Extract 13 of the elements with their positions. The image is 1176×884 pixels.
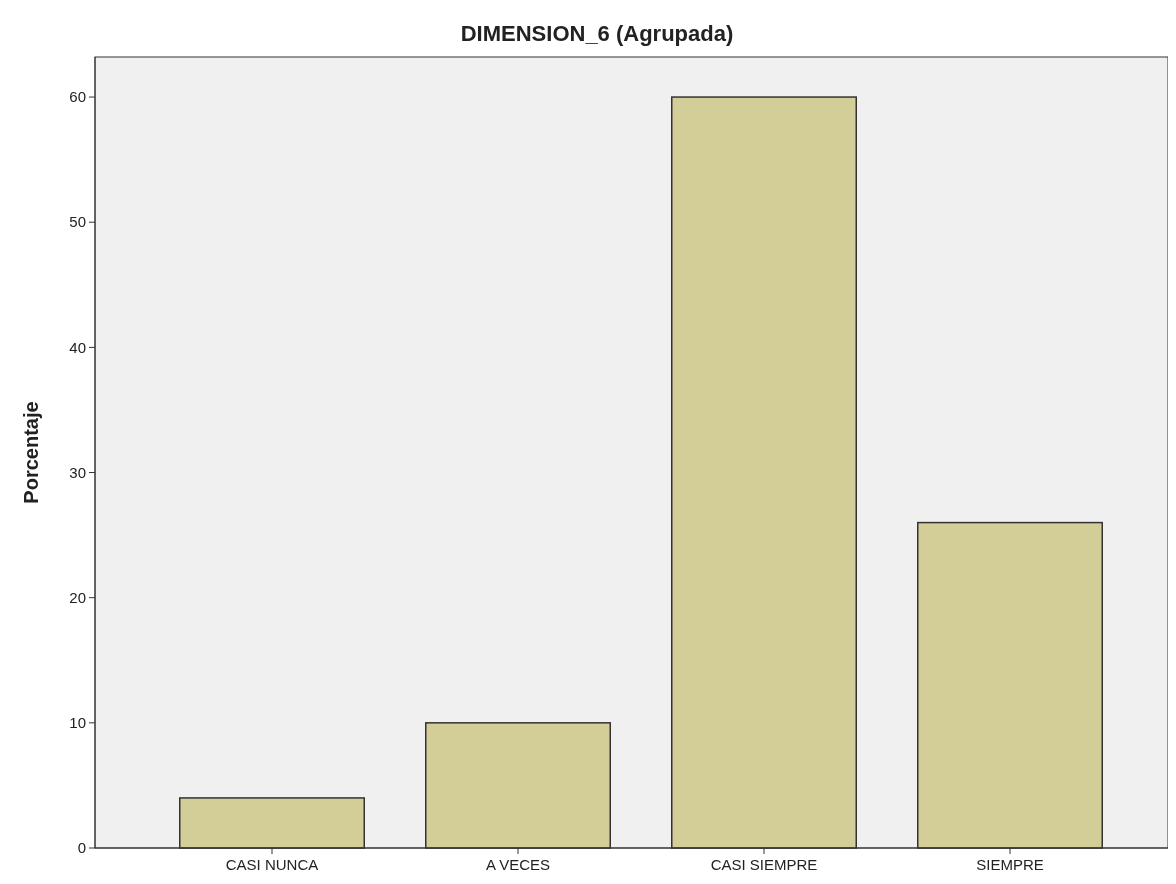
y-tick-label: 50 (69, 213, 86, 231)
x-tick-label: CASI NUNCA (225, 856, 319, 873)
y-tick-label: 10 (69, 714, 86, 732)
x-tick-label: A VECES (485, 856, 551, 873)
y-tick-label: 30 (69, 463, 86, 481)
y-tick-label: 60 (69, 88, 86, 106)
y-tick-label: 0 (77, 839, 86, 857)
y-axis-title: Porcentaje (20, 401, 42, 504)
x-tick-label: SIEMPRE (976, 856, 1044, 873)
y-tick-label: 20 (69, 588, 86, 606)
x-tick-label: CASI SIEMPRE (710, 856, 818, 873)
chart-title: DIMENSION_6 (Agrupada) (460, 21, 734, 46)
y-tick-label: 40 (69, 338, 86, 356)
